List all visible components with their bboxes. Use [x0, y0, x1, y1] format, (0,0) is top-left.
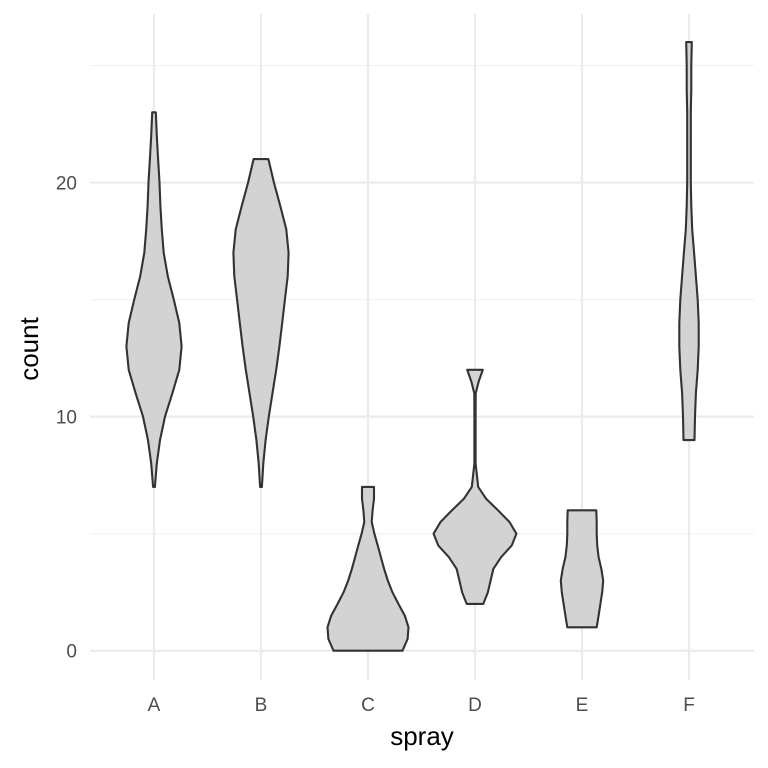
label-layer: 0 10 20 A B C D E F — [56, 174, 695, 716]
violin-A — [125, 111, 183, 488]
violin-layer — [125, 41, 700, 652]
x-tick-label: B — [255, 695, 268, 716]
y-tick-label: 20 — [56, 174, 77, 195]
y-tick-label: 10 — [56, 408, 77, 429]
x-tick-label: A — [148, 695, 161, 716]
violin-F — [678, 41, 700, 442]
violin-E — [559, 509, 605, 629]
x-tick-label: C — [361, 695, 375, 716]
y-tick-label: 0 — [66, 642, 77, 663]
x-tick-label: D — [468, 695, 482, 716]
x-tick-label: E — [576, 695, 589, 716]
violin-C — [326, 485, 410, 652]
violin-B — [232, 158, 290, 488]
y-axis-title: count — [14, 316, 44, 380]
x-tick-label: F — [683, 695, 695, 716]
violin-D — [432, 368, 518, 605]
x-axis-title: spray — [390, 721, 454, 751]
grid-layer — [90, 14, 754, 680]
